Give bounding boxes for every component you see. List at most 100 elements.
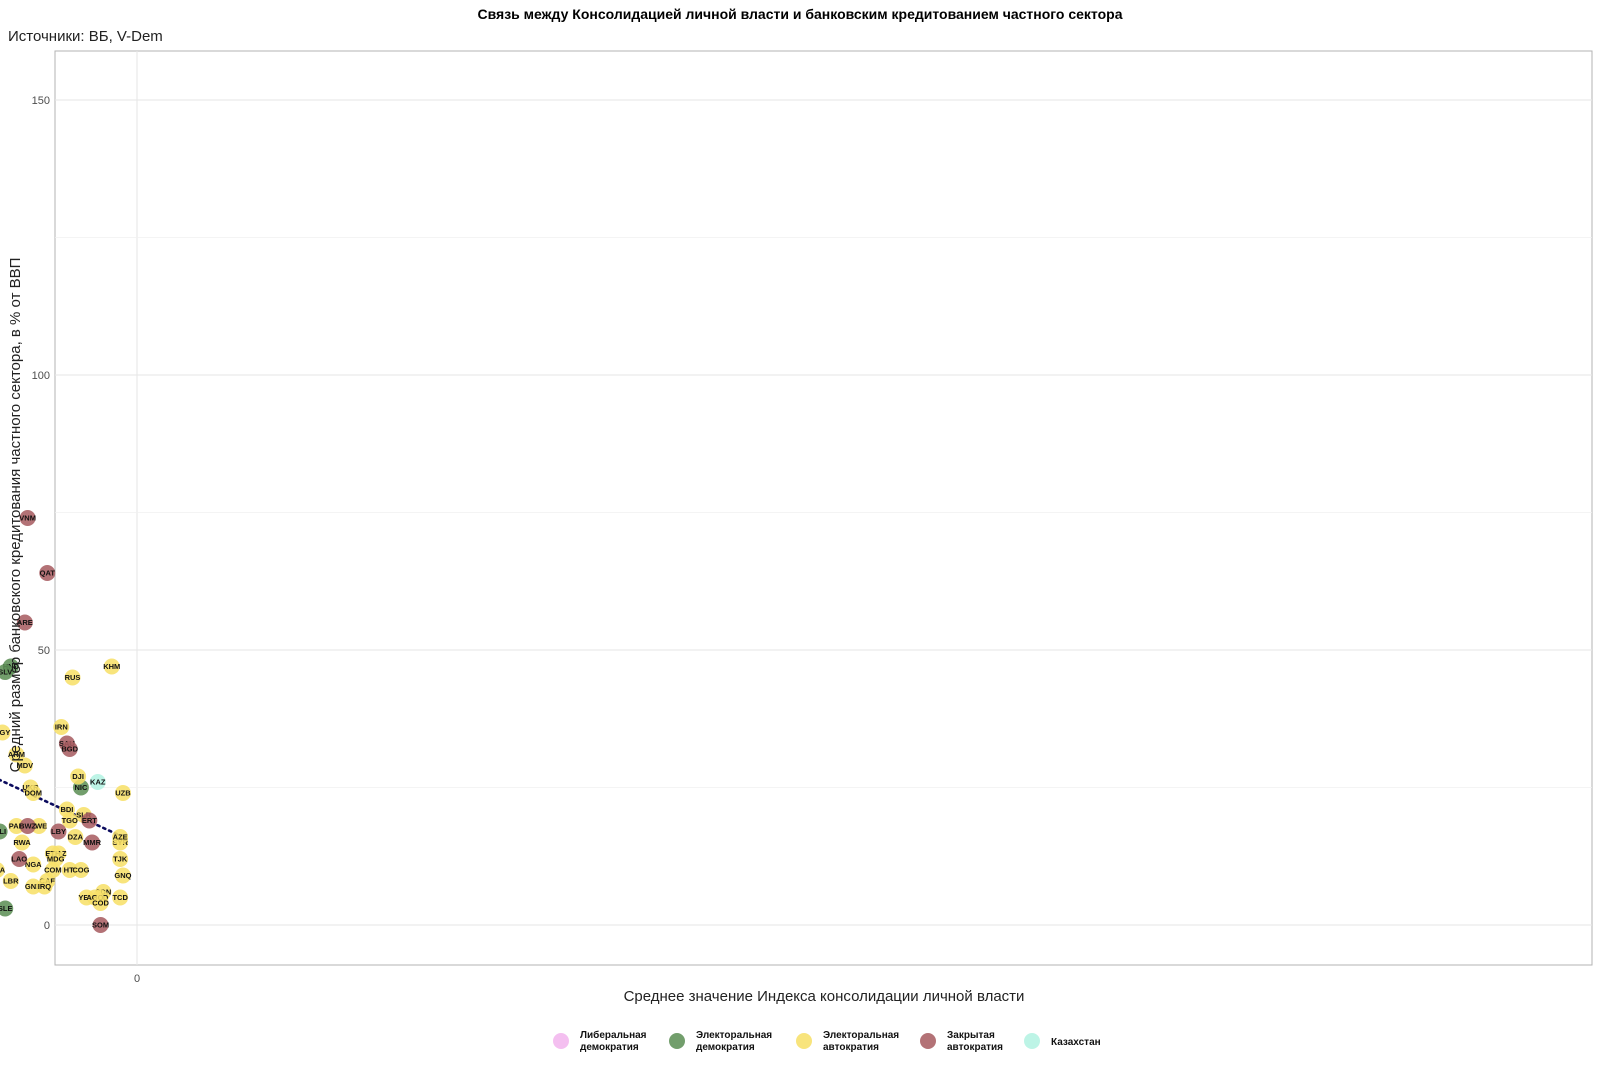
data-points: DNKCHENZLAUSNLDSWENORDEUFINGBRJPNESPPRTK… — [0, 510, 132, 933]
legend-label-ed: Электоральная демократия — [696, 1030, 772, 1053]
legend-label-line: Электоральная — [696, 1030, 772, 1041]
legend-label-kz: Казахстан — [1051, 1037, 1101, 1048]
point-label: SLE — [0, 904, 13, 913]
point-label: TCD — [112, 893, 128, 902]
point-tjk — [112, 851, 129, 867]
legend-marker-lib — [553, 1033, 569, 1049]
point-label: COM — [44, 866, 62, 875]
point-label: ERT — [82, 816, 97, 825]
point-rus — [64, 669, 81, 686]
point-slv — [0, 664, 14, 680]
point-bwz — [19, 818, 36, 834]
point-qat — [39, 565, 56, 581]
legend-marker-ca — [920, 1033, 936, 1049]
point-label: UGA — [0, 866, 6, 875]
legend-label-line: Либеральная — [580, 1029, 647, 1041]
point-tcd — [112, 889, 129, 906]
point-label: HTI — [64, 866, 76, 875]
legend-label-ea: Электоральная автократия — [823, 1030, 899, 1053]
point-hti — [61, 862, 78, 878]
plot-border — [54, 50, 1593, 966]
point-label: COG — [72, 866, 89, 875]
point-khm — [103, 658, 120, 675]
y-tick-label: 50 — [38, 645, 50, 657]
point-label: RWA — [13, 838, 31, 847]
plot-area — [54, 50, 1593, 966]
legend-label-ca: Закрытая автократия — [947, 1030, 1003, 1053]
point-label: DJI — [72, 772, 84, 781]
point-mmr — [84, 834, 101, 851]
point-label: PAK — [9, 822, 25, 831]
point-label: MDG — [47, 855, 65, 864]
point-mdv — [16, 757, 33, 774]
point-label: YEM — [78, 893, 94, 902]
point-label: LAO — [11, 855, 27, 864]
point-label: ARE — [17, 618, 33, 627]
point-mli — [0, 823, 8, 840]
point-label: VNM — [19, 514, 36, 523]
point-label: NIC — [74, 783, 88, 792]
point-bgd — [61, 741, 78, 757]
point-ert — [81, 812, 98, 829]
point-uzb — [114, 785, 131, 801]
point-pak — [8, 818, 25, 834]
point-nga — [25, 856, 42, 873]
point-label: BDI — [60, 805, 73, 814]
legend-label-line: демократия — [580, 1042, 639, 1053]
point-irn — [53, 719, 70, 735]
legend-label-line: автократия — [947, 1042, 1003, 1053]
y-tick-label: 100 — [32, 370, 50, 382]
point-label: MLI — [0, 827, 6, 836]
point-label: BGD — [61, 745, 78, 754]
point-label: EGY — [0, 728, 10, 737]
legend-label-lib: Либеральная демократия — [580, 1029, 647, 1053]
point-label: MDV — [17, 761, 34, 770]
point-label: UZB — [115, 789, 131, 798]
point-label: AZE — [113, 833, 128, 842]
point-label: TJK — [113, 855, 128, 864]
point-lby — [50, 823, 67, 840]
point-irq — [36, 878, 53, 895]
point-label: DOM — [25, 789, 43, 798]
y-axis-title: Средний размер банковского кредитования … — [7, 258, 24, 773]
x-axis-ticks: -5-4-3-2-10 — [134, 973, 140, 985]
point-label: IRQ — [38, 882, 52, 891]
point-lbr — [2, 873, 19, 889]
point-label: SOM — [92, 921, 109, 930]
point-bdi — [58, 801, 75, 818]
point-rwa — [14, 834, 31, 851]
point-label: ZWE — [31, 822, 48, 831]
legend-marker-kz — [1024, 1033, 1040, 1049]
point-cod — [92, 895, 109, 911]
legend-marker-ea — [796, 1033, 812, 1049]
point-label: NGA — [25, 860, 42, 869]
point-label: MMR — [83, 838, 101, 847]
point-label: SLV — [0, 668, 12, 677]
point-kaz — [89, 774, 106, 790]
point-label: ARM — [8, 750, 25, 759]
point-dji — [70, 768, 87, 785]
point-label: LBR — [3, 877, 19, 886]
point-label: KHM — [103, 662, 120, 671]
legend-label-line: демократия — [696, 1042, 755, 1053]
x-axis-title: Среднее значение Индекса консолидации ли… — [624, 988, 1025, 1005]
legend-label-line: Закрытая — [947, 1030, 995, 1041]
point-are — [16, 614, 33, 631]
chart-title: Связь между Консолидацией личной власти … — [478, 6, 1123, 22]
legend-label-line: автократия — [823, 1042, 879, 1053]
grid-lines — [55, 51, 1592, 965]
point-gnb — [25, 878, 42, 895]
legend-label-line: Электоральная — [823, 1030, 899, 1041]
point-label: LBY — [51, 827, 66, 836]
point-dom — [25, 785, 42, 801]
point-zwe — [30, 818, 47, 834]
y-tick-label: 150 — [32, 95, 50, 107]
point-label: QAT — [40, 569, 56, 578]
point-label: BWZ — [19, 822, 36, 831]
legend-marker-ed — [669, 1033, 685, 1049]
x-tick-label: 0 — [134, 973, 140, 985]
point-arm — [8, 746, 25, 763]
legend-label-line: Казахстан — [1051, 1037, 1101, 1048]
